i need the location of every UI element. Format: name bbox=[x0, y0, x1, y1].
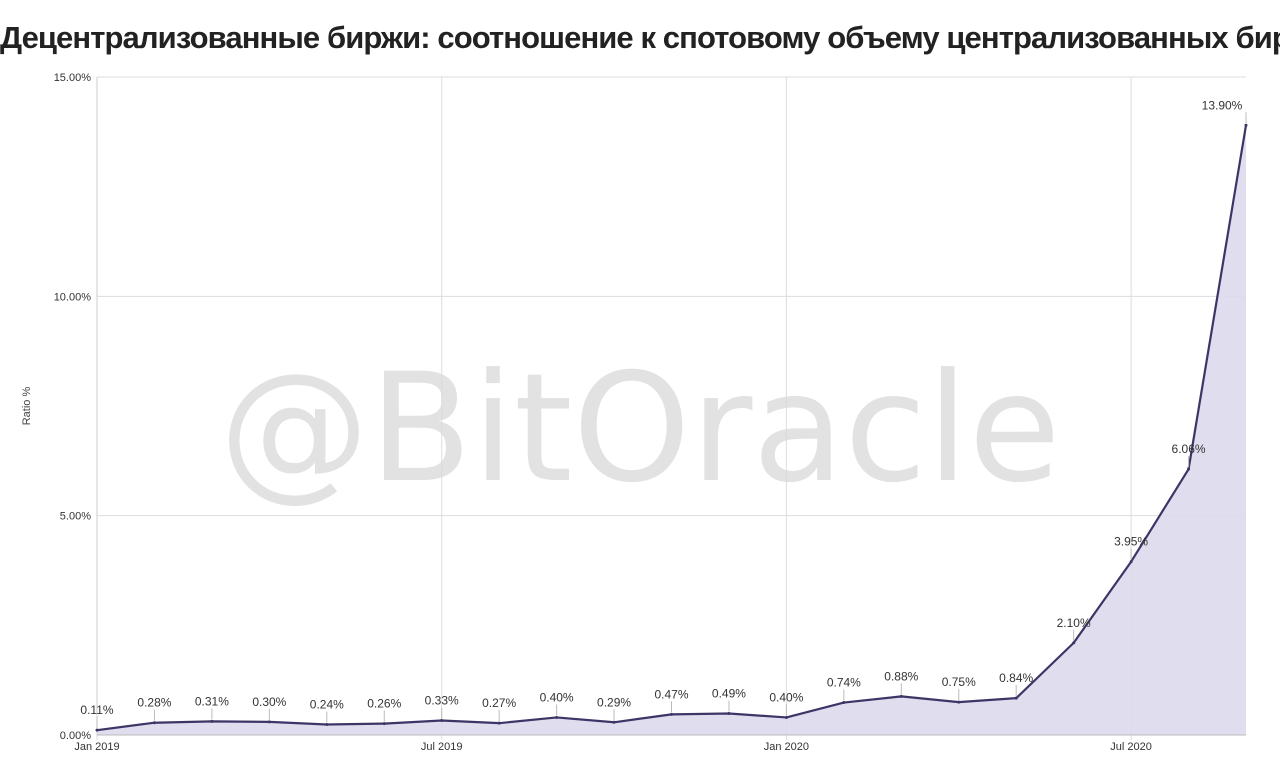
data-label: 6.06% bbox=[1172, 442, 1206, 456]
watermark-text: @BitOracle bbox=[219, 342, 1060, 516]
data-point bbox=[95, 728, 99, 732]
data-point bbox=[670, 712, 673, 716]
x-tick-label: Jan 2019 bbox=[74, 741, 119, 753]
y-axis-title: Ratio % bbox=[21, 387, 33, 426]
series-area bbox=[97, 125, 1246, 735]
y-tick-label: 15.00% bbox=[54, 72, 92, 84]
data-label: 0.26% bbox=[367, 697, 401, 711]
data-point bbox=[1129, 560, 1133, 564]
y-tick-label: 10.00% bbox=[54, 291, 92, 303]
data-point bbox=[1072, 641, 1076, 645]
data-label: 0.28% bbox=[137, 696, 171, 710]
data-point bbox=[784, 715, 788, 719]
data-label: 0.27% bbox=[482, 696, 516, 710]
data-label: 0.49% bbox=[712, 687, 746, 701]
data-label: 0.40% bbox=[769, 690, 803, 704]
data-point bbox=[957, 700, 961, 704]
data-point bbox=[612, 720, 616, 724]
y-tick-label: 5.00% bbox=[60, 511, 91, 523]
chart-title: Децентрализованные биржи: соотношение к … bbox=[0, 20, 1280, 55]
data-point bbox=[152, 721, 156, 725]
data-point bbox=[440, 719, 444, 723]
data-point bbox=[555, 715, 559, 719]
data-point bbox=[497, 721, 501, 725]
data-point bbox=[325, 722, 329, 726]
data-label: 0.84% bbox=[999, 671, 1033, 685]
data-label: 0.30% bbox=[252, 695, 286, 709]
data-label: 0.24% bbox=[310, 697, 344, 711]
data-label: 0.11% bbox=[80, 703, 113, 717]
data-point bbox=[727, 712, 731, 716]
x-tick-label: Jul 2020 bbox=[1110, 741, 1152, 753]
data-label: 0.75% bbox=[942, 675, 976, 689]
area-layer bbox=[95, 123, 1248, 735]
data-point bbox=[382, 722, 386, 726]
data-label: 0.88% bbox=[884, 669, 918, 683]
data-label: 0.33% bbox=[425, 694, 459, 708]
data-label: 13.90% bbox=[1202, 98, 1243, 112]
data-label: 3.95% bbox=[1114, 535, 1148, 549]
data-label: 0.74% bbox=[827, 676, 861, 690]
data-point bbox=[1244, 123, 1248, 127]
data-point bbox=[1187, 467, 1191, 471]
data-point bbox=[899, 694, 903, 698]
data-label: 2.10% bbox=[1057, 616, 1091, 630]
label-layer: 0.11% 0.28% 0.31% 0.30% 0.24% 0.26% 0.33% 0.27%… bbox=[80, 98, 1247, 729]
data-point bbox=[267, 720, 271, 724]
y-tick-label: 0.00% bbox=[60, 730, 91, 742]
data-label: 0.29% bbox=[597, 695, 631, 709]
data-point bbox=[1014, 696, 1018, 700]
data-point bbox=[842, 701, 846, 705]
data-point bbox=[210, 719, 214, 723]
x-tick-label: Jan 2020 bbox=[764, 741, 809, 753]
x-tick-label: Jul 2019 bbox=[421, 741, 463, 753]
axis-layer: 0.00% 5.00% 10.00% 15.00% Jan 2019 Jul 2019 Ja… bbox=[21, 72, 1246, 753]
data-label: 0.47% bbox=[654, 687, 688, 701]
data-label: 0.31% bbox=[195, 694, 229, 708]
data-label: 0.40% bbox=[540, 690, 574, 704]
